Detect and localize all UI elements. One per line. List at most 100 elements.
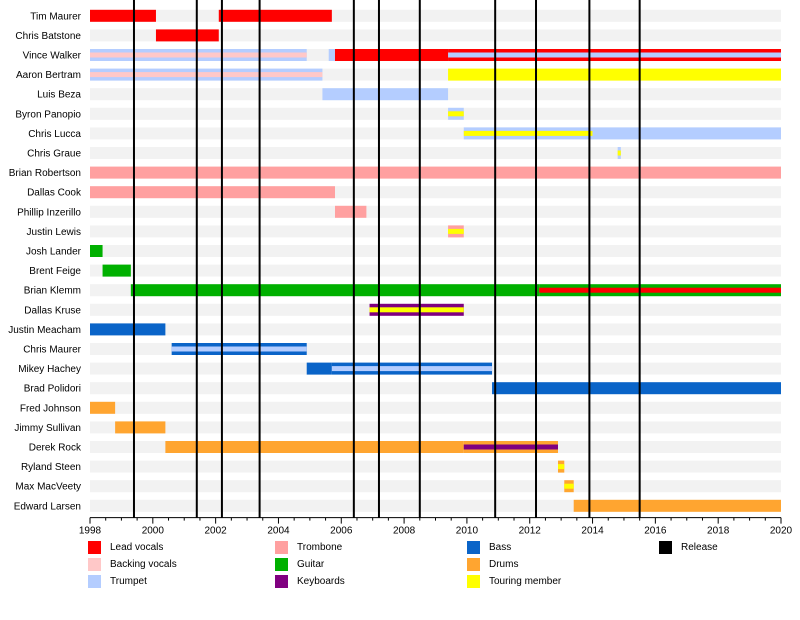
row-background <box>90 127 781 140</box>
row-background <box>90 264 781 277</box>
legend-label: Backing vocals <box>110 558 177 570</box>
legend-item: Drums <box>467 557 518 571</box>
member-label: Brent Feige <box>29 266 81 277</box>
row-background <box>90 401 781 414</box>
member-bar <box>90 323 166 336</box>
member-bar <box>90 401 116 414</box>
legend-swatch <box>467 540 480 554</box>
legend-label: Trumpet <box>110 575 147 587</box>
member-bar <box>90 9 156 22</box>
member-bar <box>334 205 367 218</box>
x-axis: 1998 2000 2002 2004 2006 2008 2010 2012 2014 2016… <box>79 517 793 537</box>
member-bar <box>448 68 781 81</box>
x-tick-label: 2020 <box>770 526 793 537</box>
x-tick-label: 2018 <box>707 526 730 537</box>
legend-label: Lead vocals <box>110 541 164 553</box>
member-bar-stripe <box>448 111 464 117</box>
x-tick-label: 2006 <box>330 526 353 537</box>
legend-swatch <box>88 540 101 554</box>
x-tick-label: 1998 <box>79 526 102 537</box>
x-tick-label: 2014 <box>581 526 604 537</box>
member-label: Ryland Steen <box>21 462 81 473</box>
legend-item: Keyboards <box>275 574 345 588</box>
member-bar-stripe <box>557 464 565 470</box>
member-label: Josh Lander <box>26 247 82 258</box>
legend-swatch <box>467 557 480 571</box>
member-bar <box>592 127 781 140</box>
member-bar-stripe <box>448 228 464 234</box>
legend-swatch <box>88 574 101 588</box>
member-bar <box>328 49 335 61</box>
row-background <box>90 421 781 434</box>
row-background <box>90 323 781 336</box>
legend-label: Release <box>681 541 718 553</box>
row-background <box>90 460 781 473</box>
x-tick-label: 2016 <box>644 526 667 537</box>
member-bar <box>90 186 335 199</box>
legend-swatch <box>275 557 288 571</box>
legend-swatch <box>467 574 480 588</box>
legend-item: Lead vocals <box>88 540 163 554</box>
member-bar-stripe <box>463 130 593 136</box>
member-label: Mikey Hachey <box>18 364 81 375</box>
member-labels: Tim Maurer Chris Batstone Vince Walker Aaro… <box>8 11 82 512</box>
member-bar <box>306 362 332 375</box>
member-bar-stripe <box>539 287 781 293</box>
x-tick-label: 2010 <box>456 526 479 537</box>
chart-legend: Lead vocals Backing vocals Trumpet Trombone… <box>88 540 788 600</box>
x-tick-label: 2004 <box>267 526 290 537</box>
member-bar-stripe <box>90 52 307 58</box>
x-tick-label: 2000 <box>142 526 165 537</box>
member-bar <box>573 499 781 512</box>
legend-label: Bass <box>489 541 512 553</box>
member-bar-stripe <box>331 366 493 372</box>
member-label: Max MacVeety <box>15 482 81 493</box>
x-tick-label: 2012 <box>519 526 542 537</box>
legend-label: Trombone <box>297 541 343 553</box>
member-label: Chris Batstone <box>15 31 81 42</box>
member-label: Justin Lewis <box>27 227 81 238</box>
member-label: Chris Maurer <box>23 345 81 356</box>
member-bar-stripe <box>448 52 781 58</box>
member-label: Aaron Bertram <box>16 70 81 81</box>
member-bar <box>492 382 781 395</box>
member-bar-stripe <box>617 150 621 156</box>
legend-item: Bass <box>467 540 511 554</box>
x-tick-label: 2002 <box>205 526 228 537</box>
legend-swatch <box>659 540 672 554</box>
member-label: Brian Robertson <box>9 168 81 179</box>
x-tick-label: 2008 <box>393 526 416 537</box>
member-bar-stripe <box>171 346 307 352</box>
legend-item: Release <box>659 540 718 554</box>
member-bar-stripe <box>369 307 464 313</box>
legend-swatch <box>88 557 101 571</box>
member-label: Justin Meacham <box>8 325 81 336</box>
member-bar <box>165 441 464 453</box>
row-background <box>90 245 781 257</box>
member-bar <box>334 49 449 61</box>
legend-label: Drums <box>489 558 519 570</box>
member-bar <box>115 421 166 434</box>
member-label: Luis Beza <box>37 90 81 101</box>
member-bar <box>218 9 332 22</box>
member-label: Brad Polidori <box>24 384 81 395</box>
row-backgrounds <box>90 9 781 512</box>
member-label: Tim Maurer <box>30 11 81 22</box>
legend-label: Keyboards <box>297 575 345 587</box>
legend-swatch <box>275 540 288 554</box>
legend-item: Backing vocals <box>88 557 177 571</box>
row-background <box>90 225 781 238</box>
member-label: Dallas Cook <box>27 188 82 199</box>
member-label: Chris Lucca <box>28 129 81 140</box>
member-bar <box>90 245 103 257</box>
legend-item: Touring member <box>467 574 561 588</box>
release-lines <box>132 0 641 518</box>
member-bar <box>322 88 449 101</box>
member-bar <box>130 284 540 297</box>
member-bar <box>155 29 219 42</box>
member-bar-stripe <box>564 483 574 489</box>
member-label: Jimmy Sullivan <box>14 423 81 434</box>
member-bars <box>90 9 781 512</box>
row-background <box>90 205 781 218</box>
